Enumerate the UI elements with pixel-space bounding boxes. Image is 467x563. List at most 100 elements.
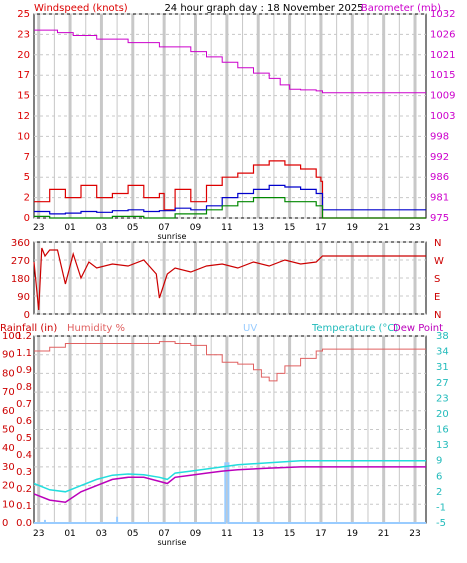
uv-label: UV: [243, 323, 257, 334]
windspeed-y-tick: 12: [17, 111, 30, 122]
windspeed-y-tick: 20: [17, 50, 30, 61]
humidity-line: [34, 341, 426, 382]
climate-x-tick: 07: [158, 529, 169, 539]
climate-x-tick: 11: [221, 529, 232, 539]
temperature-axis-label: Temperature (°C): [311, 323, 398, 334]
compass-tick: E: [434, 292, 440, 303]
rainfall-y-tick: 0.0: [16, 518, 32, 529]
barometer-axis-label: Barometer (mb): [361, 3, 441, 14]
temperature-y-tick: -5: [436, 518, 446, 529]
wind-x-tick: 01: [64, 223, 75, 233]
windspeed-y-tick: 7: [24, 152, 30, 163]
humidity-y-tick: 40: [2, 443, 15, 454]
rainfall-axis-label: Rainfall (in): [0, 323, 57, 334]
compass-tick: N: [434, 310, 441, 321]
wind-x-tick: 07: [158, 223, 169, 233]
temperature-y-tick: 2: [436, 487, 442, 498]
humidity-y-tick: 30: [2, 462, 15, 473]
windspeed-y-tick: 5: [24, 172, 30, 183]
temperature-y-tick: 16: [436, 425, 449, 436]
climate-x-tick: 23: [409, 529, 420, 539]
barometer-y-tick: 1026: [430, 29, 455, 40]
humidity-y-tick: 70: [2, 387, 15, 398]
windspeed-y-tick: 0: [24, 213, 30, 224]
compass-tick: W: [434, 256, 444, 267]
climate-x-tick: 09: [190, 529, 202, 539]
humidity-y-tick: 60: [2, 406, 15, 417]
wind-x-tick: 21: [378, 223, 389, 233]
wind-x-tick: 23: [33, 223, 44, 233]
rainfall-y-tick: 0.3: [16, 467, 32, 478]
rainfall-y-tick: 0.7: [16, 399, 32, 410]
wind-gust-line: [34, 160, 426, 219]
rainfall-y-tick: 0.5: [16, 433, 32, 444]
wind-frame: [33, 13, 427, 219]
climate-frame: [33, 335, 427, 524]
barometer-y-tick: 1032: [430, 9, 455, 20]
temperature-y-tick: 20: [436, 409, 449, 420]
direction-frame: [33, 241, 427, 315]
windspeed-axis-label: Windspeed (knots): [34, 3, 128, 14]
humidity-y-tick: 10: [2, 499, 15, 510]
humidity-y-tick: 100: [2, 331, 21, 342]
barometer-y-tick: 1003: [430, 111, 455, 122]
windspeed-y-tick: 2: [24, 193, 30, 204]
dewpoint-label: Dew Point: [393, 323, 443, 334]
rainfall-y-tick: 0.4: [16, 450, 32, 461]
chart-title: 24 hour graph day : 18 November 2025: [164, 3, 363, 14]
barometer-y-tick: 1021: [430, 50, 455, 61]
temperature-y-tick: 6: [436, 471, 442, 482]
direction-y-tick: 360: [11, 238, 30, 249]
humidity-y-tick: 20: [2, 481, 15, 492]
wind-x-tick: 19: [347, 223, 359, 233]
dewpoint-line: [33, 466, 426, 503]
barometer-y-tick: 986: [430, 172, 449, 183]
barometer-y-tick: 992: [430, 152, 449, 163]
climate-x-tick: 01: [64, 529, 75, 539]
rainfall-y-tick: 0.2: [16, 484, 32, 495]
wind-barometer-panel: 0257101215172023259759819869929981003100…: [17, 9, 455, 241]
barometer-line: [34, 29, 426, 94]
rainfall-y-tick: 0.8: [16, 382, 32, 393]
temperature-y-tick: 9: [436, 456, 442, 467]
windspeed-y-tick: 10: [17, 131, 30, 142]
climate-x-tick: 13: [252, 529, 263, 539]
humidity-y-tick: 50: [2, 425, 15, 436]
wind-x-tick: 05: [127, 223, 138, 233]
barometer-y-tick: 1009: [430, 91, 455, 102]
barometer-y-tick: 975: [430, 213, 449, 224]
humidity-y-tick: 0: [2, 518, 8, 529]
climate-x-tick: 19: [347, 529, 359, 539]
humidity-y-tick: 90: [2, 350, 15, 361]
wind-direction-line: [33, 247, 426, 311]
barometer-y-tick: 998: [430, 131, 449, 142]
wind-x-tick: 13: [252, 223, 263, 233]
wind-x-tick: 09: [190, 223, 202, 233]
temperature-y-tick: 34: [436, 347, 449, 358]
wind-x-tick: 23: [409, 223, 420, 233]
temperature-y-tick: 13: [436, 440, 449, 451]
direction-y-tick: 90: [17, 292, 30, 303]
wind-x-tick: 17: [315, 223, 326, 233]
rainfall-y-tick: 1.1: [16, 348, 32, 359]
windspeed-y-tick: 15: [17, 91, 30, 102]
temperature-y-tick: 23: [436, 393, 449, 404]
wind-x-tick: 11: [221, 223, 232, 233]
barometer-y-tick: 981: [430, 193, 449, 204]
climate-x-tick: 17: [315, 529, 326, 539]
direction-y-tick: 180: [11, 274, 30, 285]
wind-low-line: [34, 197, 426, 219]
sunrise-label: sunrise: [158, 232, 187, 241]
compass-tick: N: [434, 238, 441, 249]
climate-x-tick: 05: [127, 529, 138, 539]
windspeed-y-tick: 25: [17, 9, 30, 20]
compass-tick: S: [434, 274, 440, 285]
wind-average-line: [34, 184, 426, 215]
rainfall-y-tick: 0.6: [16, 416, 32, 427]
climate-x-tick: 03: [96, 529, 107, 539]
direction-y-tick: 270: [11, 256, 30, 267]
direction-y-tick: 0: [24, 310, 30, 321]
rainfall-y-tick: 0.1: [16, 501, 32, 512]
